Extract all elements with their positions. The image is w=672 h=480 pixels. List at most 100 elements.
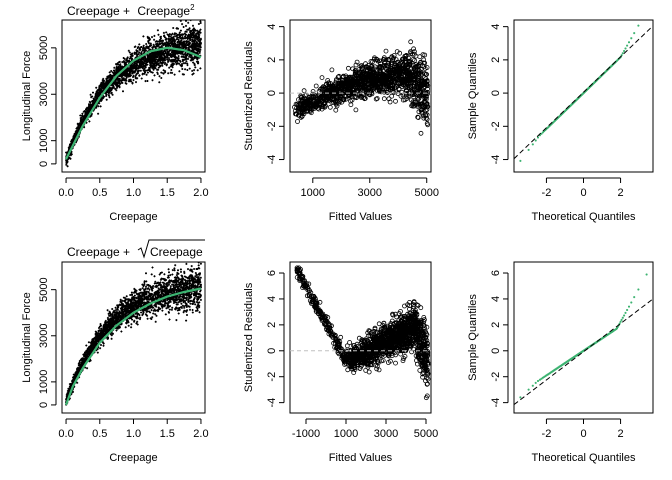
x-tick-label: 1.5 <box>160 187 175 199</box>
residual-points <box>290 265 431 401</box>
qq-reference-line <box>514 25 653 160</box>
qq-points <box>514 24 653 162</box>
x-tick-label: -1000 <box>292 428 320 440</box>
y-axis-title: Longitudinal Force <box>21 51 33 142</box>
x-tick-label: 0.0 <box>58 187 73 199</box>
y-tick-label: -2 <box>266 372 278 382</box>
y-axis-title: Studentized Residuals <box>243 282 255 392</box>
y-tick-label: -4 <box>266 398 278 408</box>
qq-reference-line <box>514 298 653 405</box>
title-exponent: 2 <box>190 3 195 12</box>
y-tick-label: -4 <box>266 155 278 165</box>
plot-frame <box>289 19 432 173</box>
x-tick-label: 1.0 <box>126 428 141 440</box>
x-axis-title: Creepage <box>109 452 157 464</box>
x-axis-title: Fitted Values <box>329 452 393 464</box>
residual-points <box>290 39 431 136</box>
scatter-points <box>65 20 202 168</box>
x-axis-title: Fitted Values <box>329 211 393 223</box>
x-axis-title: Creepage <box>109 211 157 223</box>
panel-p5: -1000 1000 3000 5000 -4 -2 0 2 4 6 Fitted Values St… <box>243 261 438 464</box>
y-tick-label: 0 <box>490 348 502 354</box>
qq-points <box>514 273 653 405</box>
y-tick-label: 1000 <box>38 370 50 394</box>
x-tick-label: 0 <box>580 428 586 440</box>
data-points <box>65 262 202 406</box>
y-tick-label: 0 <box>266 90 278 96</box>
plot-frame <box>61 19 206 173</box>
x-tick-label: 0 <box>580 187 586 199</box>
x-tick-label: 2 <box>618 428 624 440</box>
plot-frame <box>513 261 654 414</box>
x-tick-label: 3000 <box>374 428 398 440</box>
y-axis-title: Longitudinal Force <box>21 292 33 383</box>
fit-line <box>65 46 202 160</box>
y-tick-label: 4 <box>490 24 502 30</box>
y-tick-label: 3000 <box>38 82 50 106</box>
plot-frame <box>61 261 206 414</box>
y-axis-title: Sample Quantiles <box>467 294 479 381</box>
y-tick-label: -2 <box>490 372 502 382</box>
y-tick-label: -4 <box>490 398 502 408</box>
x-tick-label: 1000 <box>301 187 325 199</box>
x-tick-label: 2.0 <box>193 428 208 440</box>
title-term-1: Creepage + <box>67 4 133 18</box>
y-tick-label: -2 <box>266 121 278 131</box>
y-tick-label: 5000 <box>38 277 50 301</box>
x-tick-label: 5000 <box>414 187 438 199</box>
plot-frame <box>289 261 432 414</box>
scatter-points <box>64 262 202 406</box>
x-axis-title: Theoretical Quantiles <box>532 211 636 223</box>
y-axis-title: Sample Quantiles <box>467 52 479 139</box>
sqrt-sign <box>137 239 205 259</box>
x-tick-label: 1000 <box>334 428 358 440</box>
title-radicand: Creepage <box>150 245 203 259</box>
x-tick-label: 0.0 <box>58 428 73 440</box>
chart-title: Creepage + <box>67 245 130 259</box>
y-tick-label: 0 <box>266 348 278 354</box>
y-tick-label: -2 <box>490 121 502 131</box>
x-tick-label: 3000 <box>358 187 382 199</box>
y-tick-label: 6 <box>266 270 278 276</box>
data-points <box>292 39 431 136</box>
x-tick-label: 5000 <box>414 428 438 440</box>
x-tick-label: -2 <box>542 428 552 440</box>
y-tick-label: 0 <box>38 402 50 408</box>
y-tick-label: 0 <box>490 90 502 96</box>
y-tick-label: 4 <box>266 296 278 302</box>
y-axis-title: Studentized Residuals <box>243 41 255 151</box>
x-tick-label: 1.0 <box>126 187 141 199</box>
y-tick-label: -4 <box>490 155 502 165</box>
x-tick-label: 1.5 <box>160 428 175 440</box>
plot-frame <box>513 19 654 173</box>
panel-p2: 1000 3000 5000 -4 -2 0 2 4 Fitted Values Studenti… <box>243 19 439 223</box>
y-tick-label: 5000 <box>38 36 50 60</box>
x-tick-label: 0.5 <box>92 187 107 199</box>
x-tick-label: 0.5 <box>92 428 107 440</box>
y-tick-label: 4 <box>266 24 278 30</box>
y-tick-label: 2 <box>490 322 502 328</box>
title-term-2: Creepage <box>137 4 190 18</box>
x-tick-label: 2.0 <box>193 187 208 199</box>
panel-p3: -2 0 2 -4 -2 0 2 4 Theoretical Quantiles Sample Q… <box>467 19 654 223</box>
panel-p4: 0.0 0.5 1.0 1.5 2.0 0 1000 3000 5000 Creepage Long… <box>21 239 209 464</box>
chart-title: Creepage + Creepage2 <box>67 3 195 18</box>
panel-p6: -2 0 2 -4 -2 0 2 4 6 Theoretical Quantiles Sample … <box>467 261 654 464</box>
y-tick-label: 3000 <box>38 324 50 348</box>
data-points <box>519 24 640 162</box>
data-points <box>519 273 648 399</box>
y-tick-label: 2 <box>266 322 278 328</box>
fit-line <box>64 287 202 406</box>
y-tick-label: 0 <box>38 161 50 167</box>
data-points <box>294 265 431 401</box>
data-points <box>65 20 202 168</box>
y-tick-label: 2 <box>266 57 278 63</box>
y-tick-label: 2 <box>490 57 502 63</box>
panel-p1: 0.0 0.5 1.0 1.5 2.0 0 1000 3000 5000 Creepage Long… <box>21 3 209 223</box>
y-tick-label: 6 <box>490 270 502 276</box>
x-axis-title: Theoretical Quantiles <box>532 452 636 464</box>
y-tick-label: 4 <box>490 296 502 302</box>
y-tick-label: 1000 <box>38 128 50 152</box>
x-tick-label: -2 <box>542 187 552 199</box>
